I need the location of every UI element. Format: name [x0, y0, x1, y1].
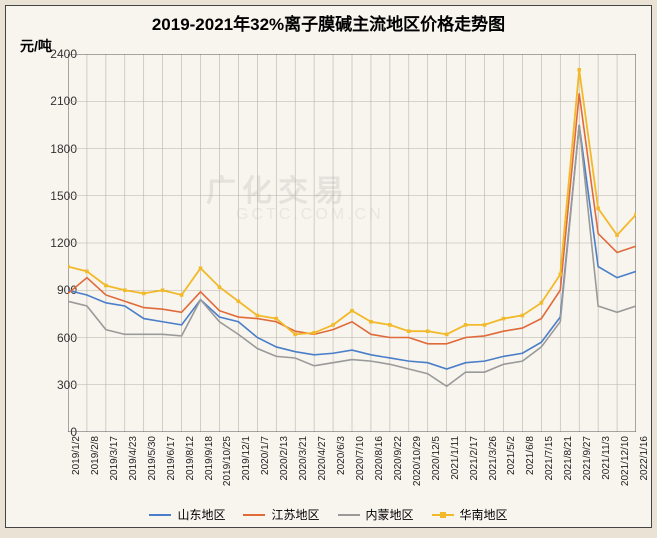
legend-swatch [243, 514, 265, 516]
legend-label: 华南地区 [460, 506, 508, 523]
x-tick-label: 2022/1/16 [639, 436, 657, 481]
legend-label: 内蒙地区 [366, 506, 414, 523]
chart-title: 2019-2021年32%离子膜碱主流地区价格走势图 [6, 6, 651, 35]
legend-item: 江苏地区 [243, 506, 319, 523]
chart-container: 2019-2021年32%离子膜碱主流地区价格走势图 元/吨 广化交易 GCTC… [5, 5, 652, 528]
x-ticks: 2019/1/22019/2/82019/3/172019/4/232019/5… [68, 434, 636, 514]
legend-item: 山东地区 [149, 506, 225, 523]
legend-swatch [149, 514, 171, 516]
legend-item: 华南地区 [432, 506, 508, 523]
legend-swatch [338, 514, 360, 516]
plot-area [68, 54, 636, 432]
legend-label: 江苏地区 [271, 506, 319, 523]
legend-label: 山东地区 [177, 506, 225, 523]
legend-swatch [432, 514, 454, 516]
legend-item: 内蒙地区 [338, 506, 414, 523]
legend: 山东地区 江苏地区 内蒙地区 华南地区 [6, 506, 651, 523]
